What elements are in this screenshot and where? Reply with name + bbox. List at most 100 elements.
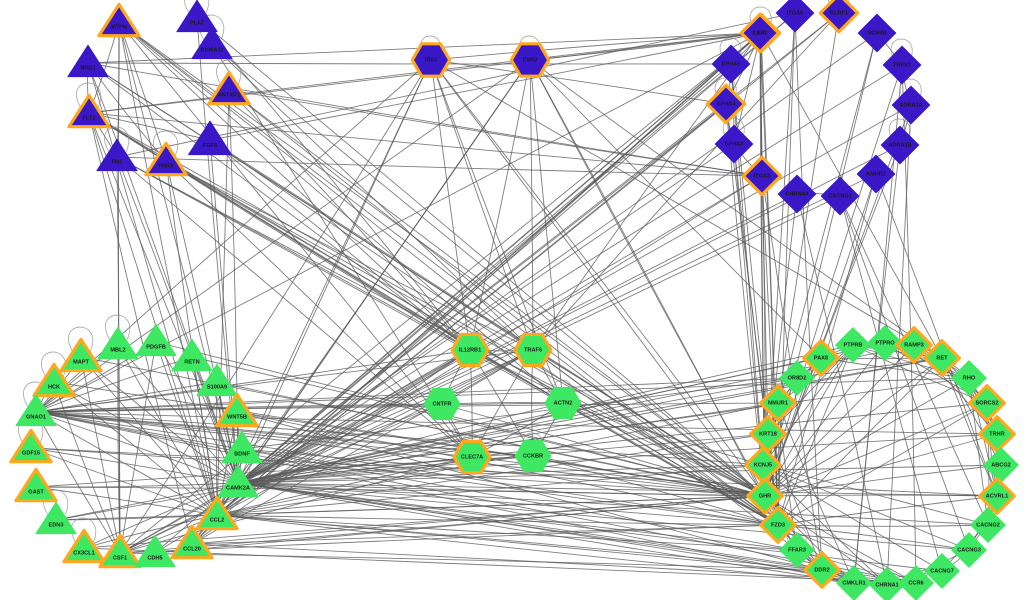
graph-node[interactable] (96, 138, 138, 172)
edge (30, 447, 239, 484)
edge (777, 495, 998, 526)
graph-node[interactable] (514, 439, 552, 473)
edge (237, 64, 903, 484)
graph-node[interactable] (882, 45, 922, 85)
graph-node[interactable] (170, 524, 214, 560)
graph-node[interactable] (67, 93, 111, 129)
graph-node[interactable] (188, 120, 232, 156)
graph-node[interactable] (97, 326, 139, 360)
graph-node[interactable] (951, 360, 987, 396)
graph-node[interactable] (923, 339, 961, 377)
graph-node[interactable] (62, 528, 106, 564)
graph-node[interactable] (746, 477, 784, 515)
self-loop-edge (828, 0, 850, 9)
graph-node[interactable] (779, 532, 815, 568)
graph-node[interactable] (98, 533, 142, 569)
graph-node[interactable] (450, 332, 490, 368)
graph-node[interactable] (134, 534, 176, 568)
graph-node[interactable] (968, 384, 1006, 422)
edge (237, 32, 878, 484)
edge (118, 21, 218, 516)
graph-node[interactable] (867, 325, 903, 361)
graph-node[interactable] (135, 323, 177, 357)
graph-node[interactable] (741, 155, 783, 197)
graph-node[interactable] (171, 338, 213, 372)
edge (762, 464, 943, 572)
self-loop-edge (68, 326, 93, 352)
edge (35, 59, 531, 413)
graph-node[interactable] (869, 567, 905, 600)
graph-node[interactable] (195, 495, 239, 531)
graph-node[interactable] (67, 44, 109, 78)
graph-node[interactable] (423, 387, 461, 421)
graph-node[interactable] (97, 2, 141, 38)
edge (119, 552, 823, 571)
graph-node[interactable] (544, 386, 582, 420)
graph-node[interactable] (779, 360, 815, 396)
graph-node[interactable] (705, 83, 747, 125)
graph-node[interactable] (509, 42, 551, 78)
graph-node[interactable] (739, 12, 781, 54)
node-layer[interactable] (9, 0, 1019, 600)
edge (968, 377, 989, 526)
edge (209, 139, 239, 484)
edge (196, 17, 766, 497)
graph-node[interactable] (221, 430, 263, 464)
graph-node[interactable] (775, 0, 815, 33)
graph-node[interactable] (14, 467, 58, 503)
graph-node[interactable] (452, 439, 492, 475)
edge (119, 524, 779, 554)
graph-node[interactable] (777, 174, 817, 214)
graph-node[interactable] (191, 26, 233, 60)
graph-node[interactable] (880, 125, 920, 165)
graph-node[interactable] (978, 477, 1016, 515)
graph-node[interactable] (898, 565, 934, 600)
graph-node[interactable] (9, 428, 53, 464)
graph-node[interactable] (711, 44, 751, 84)
graph-node[interactable] (32, 362, 76, 398)
graph-node[interactable] (836, 565, 872, 600)
graph-node[interactable] (891, 85, 931, 125)
edge (216, 495, 766, 516)
graph-node[interactable] (217, 464, 259, 498)
graph-node[interactable] (895, 326, 933, 364)
graph-node[interactable] (951, 532, 987, 568)
graph-node[interactable] (759, 384, 797, 422)
edge (119, 456, 473, 554)
graph-node[interactable] (857, 13, 897, 53)
graph-node[interactable] (410, 42, 452, 78)
graph-node[interactable] (835, 327, 871, 363)
edge (237, 433, 998, 484)
graph-node[interactable] (144, 141, 188, 177)
graph-node[interactable] (759, 506, 797, 544)
edge (165, 160, 564, 404)
graph-node[interactable] (714, 124, 754, 164)
graph-node[interactable] (35, 501, 77, 535)
edge (430, 32, 762, 61)
graph-node[interactable] (196, 363, 238, 397)
graph-node[interactable] (818, 0, 860, 34)
graph-node[interactable] (207, 70, 251, 106)
graph-node[interactable] (924, 553, 960, 589)
graph-node[interactable] (15, 393, 57, 427)
graph-node[interactable] (176, 0, 218, 33)
self-loop-edge (714, 77, 737, 100)
graph-node[interactable] (978, 415, 1016, 453)
edge (35, 411, 779, 526)
graph-node[interactable] (970, 507, 1006, 543)
graph-node[interactable] (513, 332, 553, 368)
edge (237, 12, 840, 484)
graph-node[interactable] (803, 551, 841, 589)
graph-node[interactable] (59, 337, 103, 373)
edge (35, 411, 798, 551)
graph-node[interactable] (856, 154, 896, 194)
graph-node[interactable] (802, 339, 840, 377)
edge (777, 357, 943, 526)
edge (165, 160, 239, 484)
graph-node[interactable] (820, 176, 860, 216)
edge (237, 482, 888, 586)
edge (236, 411, 766, 497)
graph-node[interactable] (215, 392, 259, 428)
